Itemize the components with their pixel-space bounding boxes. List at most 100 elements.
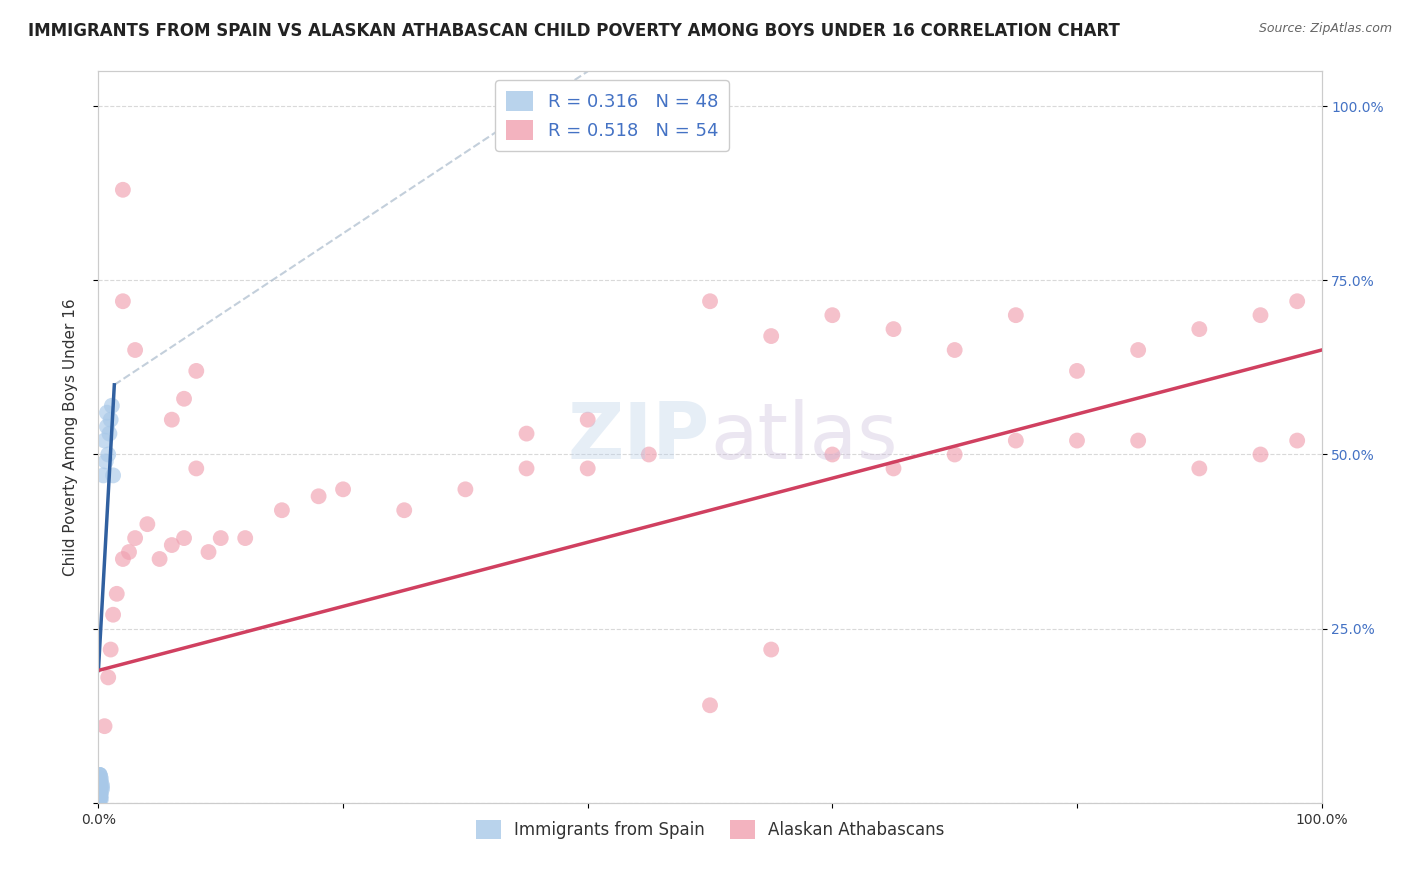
Point <box>89 789 111 803</box>
Point <box>91 781 114 796</box>
Point <box>124 343 146 357</box>
Point <box>91 778 114 792</box>
Point <box>1188 461 1211 475</box>
Legend: Immigrants from Spain, Alaskan Athabascans: Immigrants from Spain, Alaskan Athabasca… <box>470 814 950 846</box>
Point <box>89 789 111 803</box>
Point <box>98 426 121 441</box>
Text: Source: ZipAtlas.com: Source: ZipAtlas.com <box>1258 22 1392 36</box>
Point <box>90 781 112 796</box>
Point <box>89 775 111 789</box>
Point <box>90 789 112 803</box>
Point <box>89 789 111 803</box>
Point <box>454 483 477 497</box>
Point <box>1004 308 1026 322</box>
Point <box>89 785 111 799</box>
Point <box>637 448 661 462</box>
Point <box>821 308 844 322</box>
Point <box>111 552 134 566</box>
Point <box>699 698 721 713</box>
Point <box>97 448 120 462</box>
Y-axis label: Child Poverty Among Boys Under 16: Child Poverty Among Boys Under 16 <box>63 298 77 576</box>
Point <box>89 789 111 803</box>
Point <box>392 503 416 517</box>
Point <box>89 775 111 789</box>
Point <box>89 775 111 789</box>
Point <box>209 531 232 545</box>
Point <box>89 781 111 796</box>
Point <box>89 781 111 796</box>
Point <box>233 531 256 545</box>
Point <box>100 642 122 657</box>
Point <box>100 412 122 426</box>
Point <box>1249 308 1271 322</box>
Point <box>197 545 219 559</box>
Point <box>173 531 195 545</box>
Point <box>89 772 111 786</box>
Point <box>89 781 111 796</box>
Point <box>883 461 905 475</box>
Point <box>118 545 141 559</box>
Point <box>1004 434 1026 448</box>
Point <box>515 461 537 475</box>
Point <box>1128 434 1150 448</box>
Point <box>149 552 172 566</box>
Point <box>1128 343 1150 357</box>
Point <box>89 781 111 796</box>
Point <box>89 785 111 799</box>
Point <box>943 448 966 462</box>
Text: ZIP: ZIP <box>568 399 710 475</box>
Point <box>1249 448 1271 462</box>
Point <box>89 768 111 782</box>
Point <box>89 768 111 782</box>
Point <box>105 587 128 601</box>
Point <box>90 785 112 799</box>
Point <box>89 768 111 782</box>
Point <box>821 448 844 462</box>
Point <box>101 468 124 483</box>
Point <box>89 781 111 796</box>
Point <box>136 517 159 532</box>
Point <box>1066 434 1088 448</box>
Point <box>883 322 905 336</box>
Point <box>1188 322 1211 336</box>
Point <box>1066 364 1088 378</box>
Point <box>90 778 112 792</box>
Point <box>576 461 599 475</box>
Point <box>93 434 115 448</box>
Point <box>89 792 111 806</box>
Point <box>93 719 115 733</box>
Text: atlas: atlas <box>710 399 897 475</box>
Point <box>89 785 111 799</box>
Point <box>186 461 208 475</box>
Point <box>576 412 599 426</box>
Point <box>90 775 112 789</box>
Point <box>1286 294 1309 309</box>
Point <box>101 399 124 413</box>
Point <box>111 294 134 309</box>
Point <box>943 343 966 357</box>
Point <box>89 775 111 789</box>
Point <box>1286 434 1309 448</box>
Point <box>699 294 721 309</box>
Point <box>89 778 111 792</box>
Point <box>160 412 183 426</box>
Point <box>173 392 195 406</box>
Point <box>89 778 111 792</box>
Point <box>89 778 111 792</box>
Point <box>94 454 117 468</box>
Point <box>111 183 134 197</box>
Point <box>761 329 783 343</box>
Point <box>308 489 330 503</box>
Point <box>761 642 783 657</box>
Point <box>89 792 111 806</box>
Point <box>186 364 208 378</box>
Point <box>89 772 111 786</box>
Point <box>90 772 112 786</box>
Point <box>90 792 112 806</box>
Point <box>91 468 114 483</box>
Point <box>124 531 146 545</box>
Point <box>97 670 120 684</box>
Point <box>270 503 294 517</box>
Point <box>89 792 111 806</box>
Point <box>515 426 537 441</box>
